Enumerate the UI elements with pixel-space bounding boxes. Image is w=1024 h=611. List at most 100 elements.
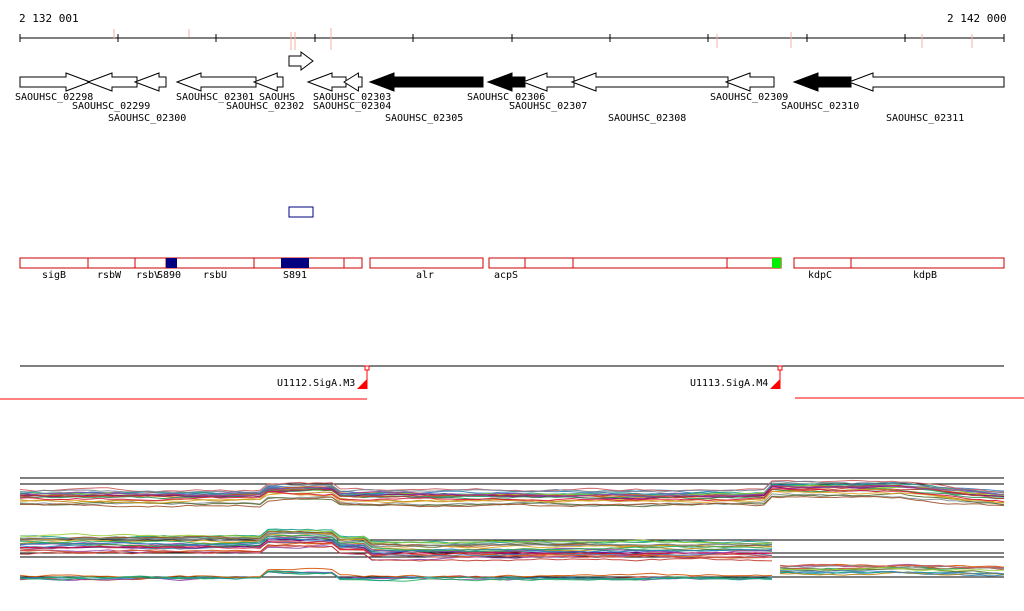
ruler-start-label: 2 132 001	[19, 12, 79, 25]
gene-arrow[interactable]	[368, 72, 484, 92]
srna-candidate-box	[288, 206, 314, 218]
gene-label: SAOUHSC_02299	[72, 101, 150, 112]
gene-saouhsc_02300[interactable]: SAOUHSC_02300	[108, 72, 186, 124]
gene-saouhsc_02303[interactable]: SAOUHSC_02303	[306, 72, 391, 103]
gene-arrow-small[interactable]	[288, 51, 314, 71]
expression-trace	[19, 529, 773, 545]
gene-label: SAOUHSC_02311	[886, 113, 964, 124]
ruler-end-label: 2 142 000	[947, 12, 1007, 25]
gene-saouhsc_02301[interactable]: SAOUHSC_02301	[175, 72, 257, 103]
gene-arrow[interactable]	[724, 72, 775, 92]
gene-label: SAOUHSC_02298	[15, 92, 93, 103]
expression-trace	[19, 540, 773, 556]
expression-trace	[19, 544, 773, 562]
annotation-label-acps: acpS	[494, 270, 518, 281]
gene-label: SAOUHSC_02300	[108, 113, 186, 124]
expression-trace	[779, 563, 1005, 569]
annotation-label-rsbu: rsbU	[203, 270, 227, 281]
promoter-anchor	[364, 365, 370, 371]
gene-arrow[interactable]	[486, 72, 526, 92]
gene-label: SAOUHSC_02308	[608, 113, 686, 124]
expression-trace	[19, 488, 1005, 503]
gene-label: SAOUHSC_02310	[781, 101, 859, 112]
gene-saouhsc_02304[interactable]: SAOUHSC_02304	[313, 72, 391, 112]
gene-label: SAOUHSC_02306	[467, 92, 545, 103]
gene-saouhsc_02305[interactable]: SAOUHSC_02305	[368, 72, 484, 124]
annotation-label-kdpb: kdpB	[913, 270, 937, 281]
gene-label: SAOUHSC_02304	[313, 101, 391, 112]
annotation-label-kdpc: kdpC	[808, 270, 832, 281]
expression-trace	[19, 484, 1004, 497]
expression-trace	[19, 536, 773, 553]
gene-saouhsc_02308[interactable]: SAOUHSC_02308	[570, 72, 729, 124]
gene-arrow[interactable]	[521, 72, 575, 92]
expression-trace	[20, 534, 773, 552]
annotation-label-s890: S890	[157, 270, 181, 281]
gene-label: SAOUHSC_02309	[710, 92, 788, 103]
annotation-box[interactable]	[488, 257, 526, 269]
gene-arrow[interactable]	[847, 72, 1005, 92]
annotation-box[interactable]	[850, 257, 1005, 269]
annotation-box[interactable]	[165, 257, 255, 269]
expression-trace	[19, 532, 773, 548]
annotation-box[interactable]	[369, 257, 484, 269]
srna-s891-block[interactable]	[281, 258, 309, 268]
gene-label: SAOUHSC_02305	[385, 113, 463, 124]
gene-saouhsc_02309[interactable]: SAOUHSC_02309	[710, 72, 788, 103]
gene-label: SAOUHSC_02303	[313, 92, 391, 103]
promoter-triangle	[770, 379, 780, 389]
annotation-box[interactable]	[87, 257, 136, 269]
promoter-triangle	[357, 379, 367, 389]
gene-arrow[interactable]	[792, 72, 852, 92]
annotation-box[interactable]	[524, 257, 574, 269]
annotation-box[interactable]	[343, 257, 363, 269]
promoter-2[interactable]: U1113.SigA.M4	[690, 365, 783, 389]
gene-saouhsc_02298[interactable]: SAOUHSC_02298	[15, 72, 93, 103]
expression-trace	[19, 496, 1005, 508]
gene-arrow[interactable]	[306, 72, 347, 92]
expression-trace	[19, 537, 773, 554]
expression-trace	[779, 569, 1005, 575]
expression-trace	[779, 571, 1005, 576]
annotation-label-rsbv: rsbV	[136, 270, 160, 281]
annotation-label-alr: alr	[416, 270, 434, 281]
expression-trace	[779, 566, 1005, 572]
expression-trace	[19, 570, 773, 582]
annotation-box[interactable]	[134, 257, 167, 269]
gene-arrow[interactable]	[86, 72, 138, 92]
expression-trace	[779, 570, 1005, 577]
gene-saouhsc_02310[interactable]: SAOUHSC_02310	[781, 72, 859, 112]
promoter-track: U1112.SigA.M3 U1113.SigA.M4	[0, 365, 1024, 400]
promoter-1[interactable]: U1112.SigA.M3	[277, 365, 370, 389]
expression-trace	[19, 479, 1005, 493]
gene-label: SAOUHSC_02302	[226, 101, 304, 112]
gene-label-overlap: SAOUHS	[259, 92, 295, 103]
promoter-label: U1113.SigA.M4	[690, 378, 768, 389]
gene-saouhsc_02311[interactable]: SAOUHSC_02311	[847, 72, 1005, 124]
gene-arrow[interactable]	[175, 72, 257, 92]
promoter-anchor	[777, 365, 783, 371]
expression-track	[19, 477, 1005, 582]
annotation-box[interactable]	[19, 257, 89, 269]
gene-saouhsc_02302[interactable]: SAOUHSC_02302	[226, 72, 304, 112]
coordinate-ruler	[19, 28, 1005, 50]
gene-arrow[interactable]	[570, 72, 729, 92]
srna-s890-block[interactable]	[166, 258, 177, 268]
gene-arrow[interactable]	[343, 72, 363, 92]
gene-arrow[interactable]	[252, 72, 284, 92]
annotation-label-s891: S891	[283, 270, 307, 281]
annotation-label-sigb: sigB	[42, 270, 66, 281]
annotation-box[interactable]	[793, 257, 852, 269]
gene-arrow[interactable]	[133, 72, 167, 92]
annotation-box[interactable]	[572, 257, 728, 269]
promoter-label: U1112.SigA.M3	[277, 378, 355, 389]
gene-label: SAOUHSC_02307	[509, 101, 587, 112]
expression-trace	[19, 480, 1005, 494]
highlight-block[interactable]	[772, 258, 781, 268]
annotation-label-rsbw: rsbW	[97, 270, 122, 281]
gene-arrow[interactable]	[19, 72, 92, 92]
